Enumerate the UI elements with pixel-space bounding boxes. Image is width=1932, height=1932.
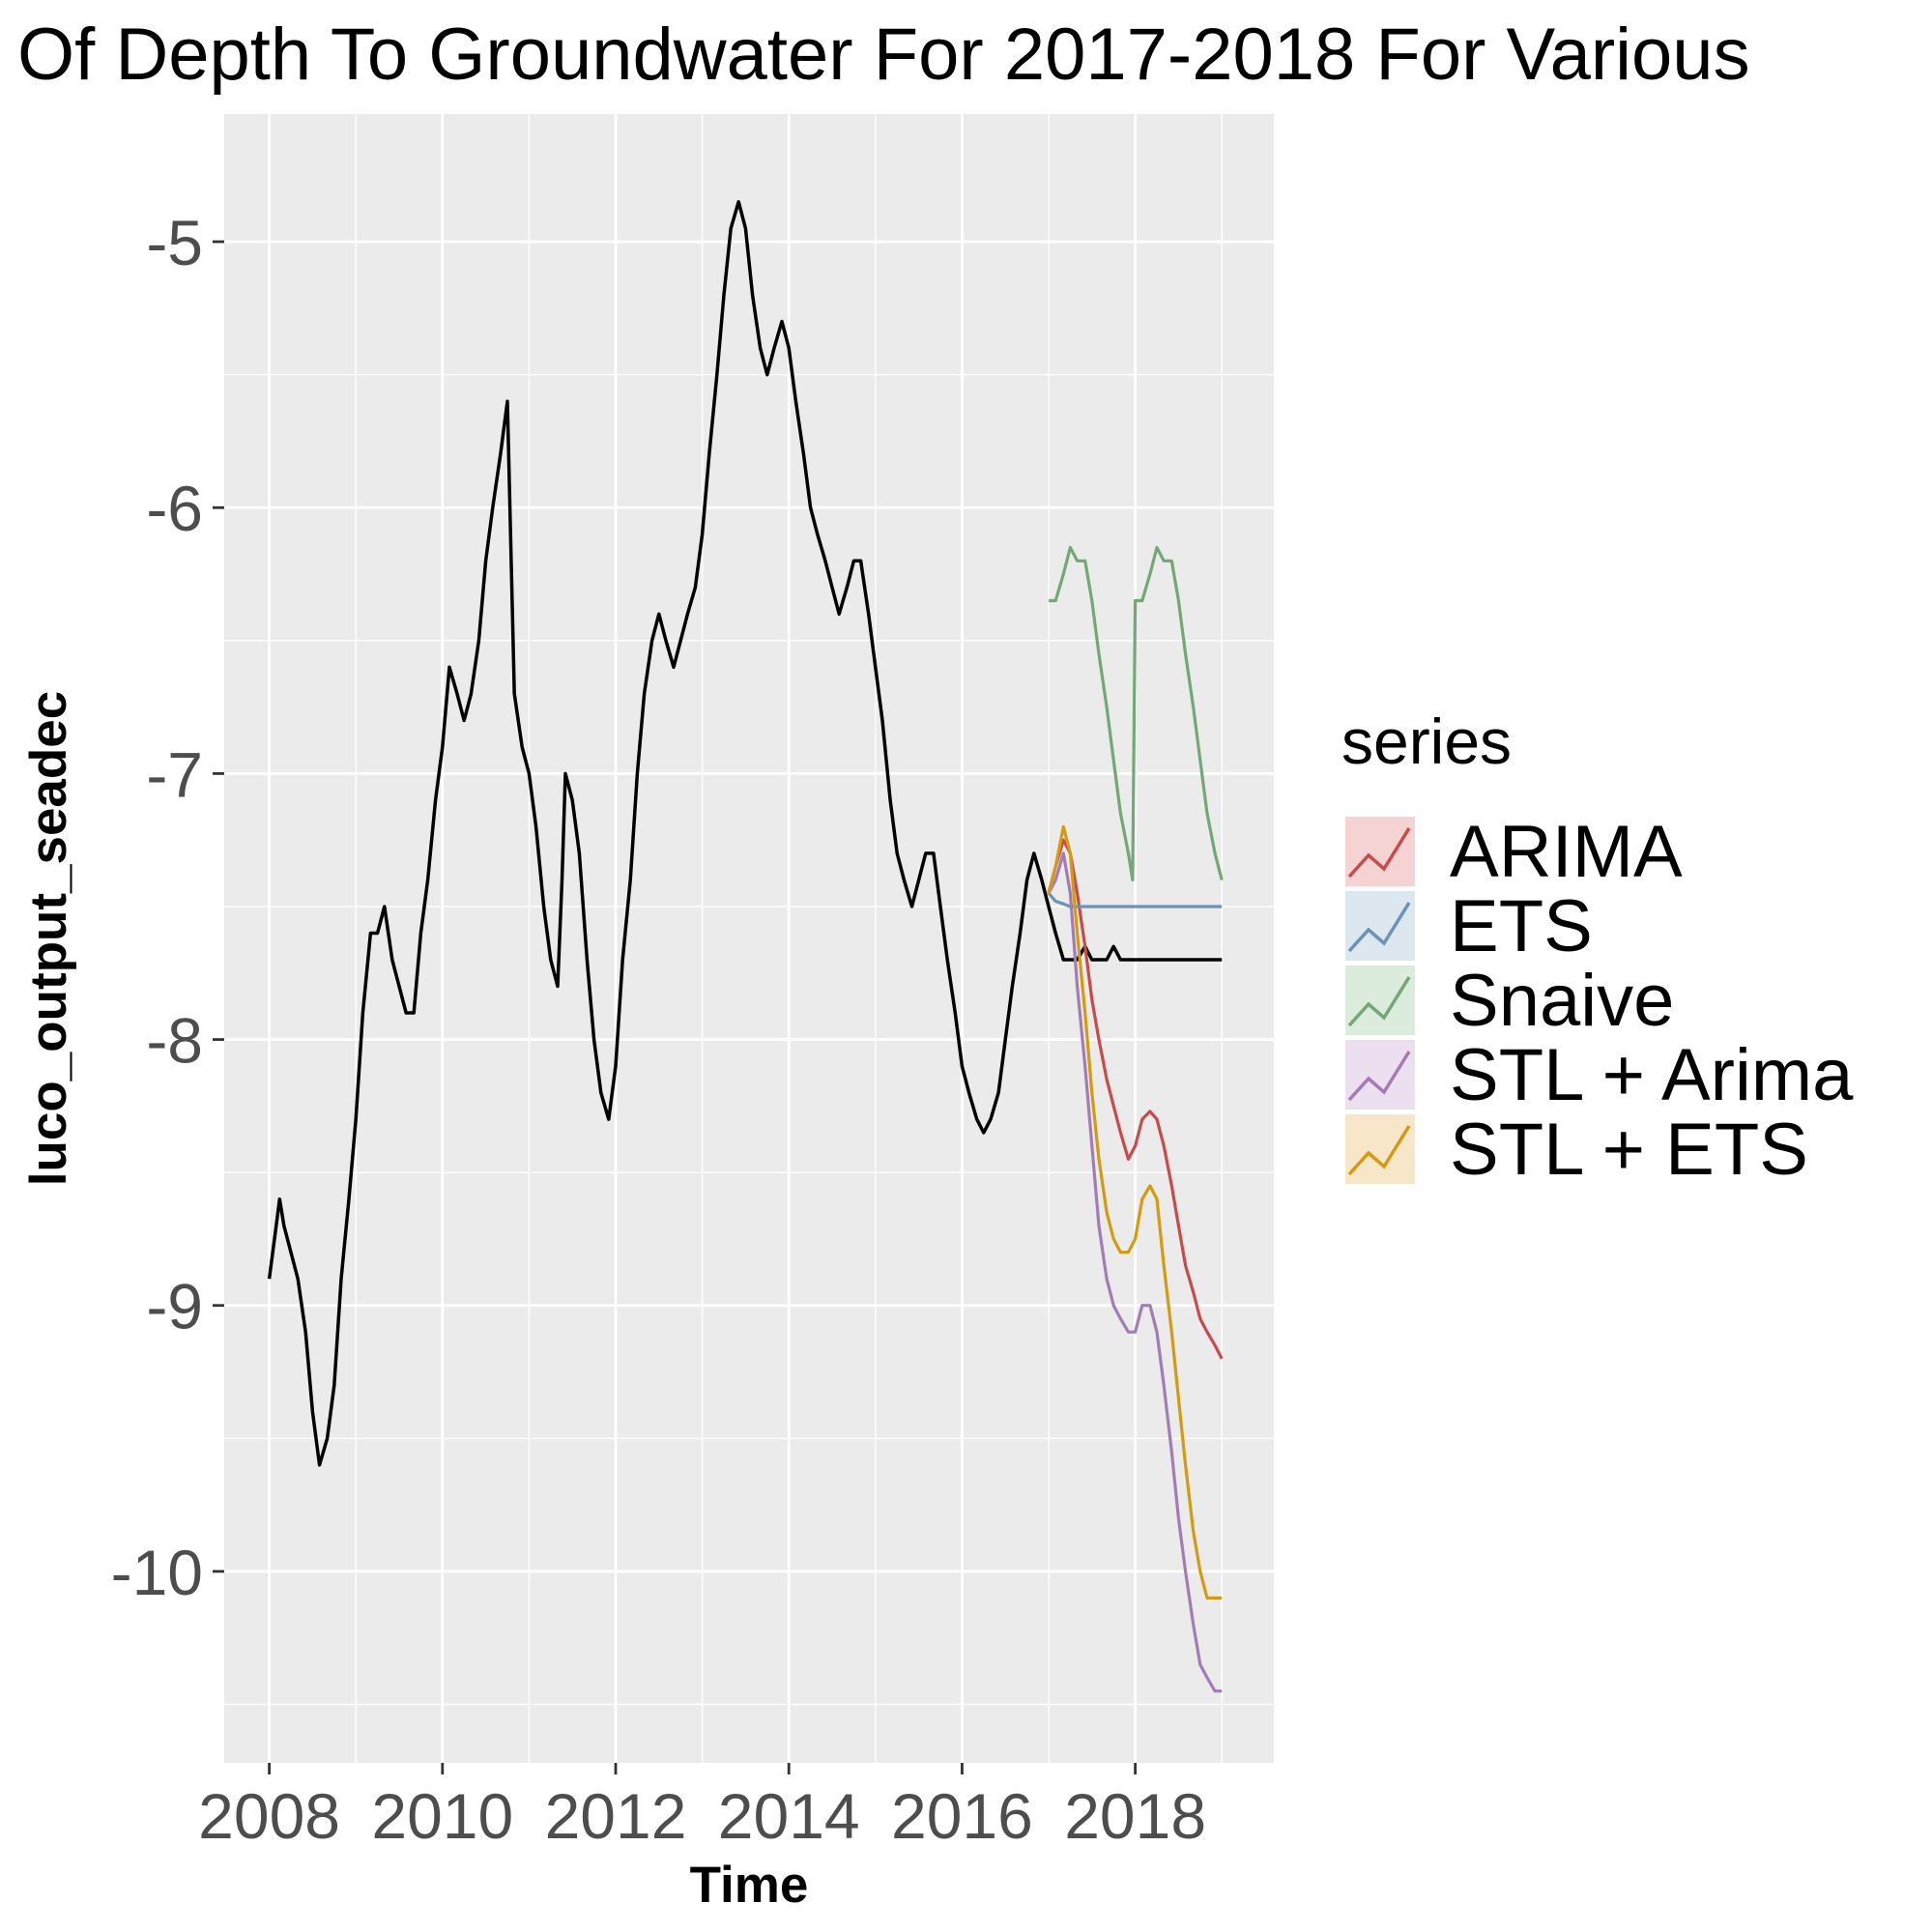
chart-title: Of Depth To Groundwater For 2017-2018 Fo… — [17, 14, 1750, 96]
legend-key-snaive — [1345, 966, 1415, 1035]
series-line-ets — [1047, 892, 1223, 908]
series-lines — [267, 200, 1224, 1693]
y-axis-title: luco_output_seadec — [20, 691, 77, 1186]
series-line-snaive — [1049, 545, 1224, 882]
legend-label-stl-ets: STL + ETS — [1450, 1109, 1808, 1191]
series-line-stl-ets — [1047, 824, 1223, 1600]
legend-title: series — [1341, 706, 1512, 777]
y-tick-label: -5 — [146, 207, 203, 278]
y-axis: -5 -6 -7 -8 -9 -10 — [111, 207, 224, 1608]
legend-swatch-arima — [1347, 827, 1411, 879]
x-tick-label: 2016 — [891, 1780, 1033, 1852]
x-axis-title: Time — [690, 1857, 809, 1914]
x-axis: 2008 2010 2012 2014 2016 2018 — [198, 1763, 1206, 1852]
x-tick-label: 2014 — [718, 1780, 860, 1852]
legend-key-arima — [1345, 817, 1415, 886]
y-tick-label: -7 — [146, 738, 203, 810]
legend-swatch-stl-arima — [1347, 1051, 1411, 1102]
legend-swatch-snaive — [1347, 976, 1411, 1027]
legend-swatch-stl-ets — [1347, 1125, 1411, 1176]
legend-key-stl-ets — [1345, 1114, 1415, 1184]
x-tick-label: 2012 — [545, 1780, 687, 1852]
legend-label-snaive: Snaive — [1450, 960, 1674, 1042]
x-tick-label: 2010 — [371, 1780, 513, 1852]
x-tick-label: 2008 — [198, 1780, 340, 1852]
y-tick-label: -6 — [146, 473, 203, 544]
observed-series-line — [267, 200, 1223, 1467]
legend-label-ets: ETS — [1450, 885, 1593, 967]
legend-label-arima: ARIMA — [1450, 811, 1683, 893]
plot-panel — [224, 114, 1274, 1763]
y-tick-label: -9 — [146, 1271, 203, 1342]
grid — [224, 114, 1274, 1763]
y-tick-label: -8 — [146, 1005, 203, 1077]
legend-key-ets — [1345, 891, 1415, 961]
legend-label-stl-arima: STL + Arima — [1450, 1034, 1854, 1116]
x-tick-label: 2018 — [1064, 1780, 1206, 1852]
legend-key-stl-arima — [1345, 1040, 1415, 1110]
y-tick-label: -10 — [111, 1537, 203, 1608]
series-line-arima — [1047, 838, 1224, 1360]
legend-swatch-ets — [1347, 902, 1411, 953]
series-line-stl-arima — [1047, 851, 1223, 1693]
